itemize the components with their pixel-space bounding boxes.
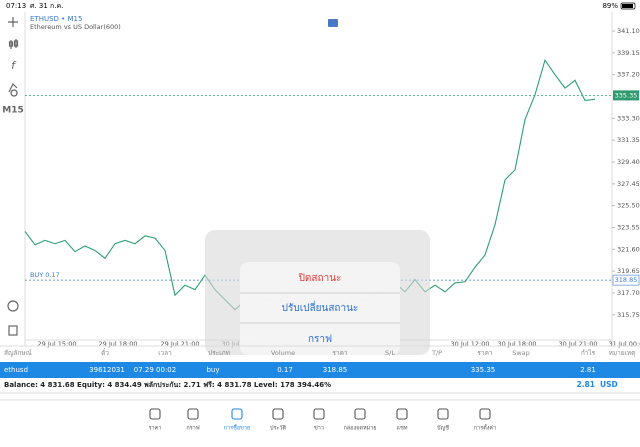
cell: 0.17 xyxy=(277,366,293,374)
column-header: เวลา xyxy=(158,349,172,357)
tab-label[interactable]: ราคา xyxy=(149,426,162,432)
position-label: BUY 0.17 xyxy=(30,271,60,279)
tab-label[interactable]: การตั้งค่า xyxy=(474,424,496,432)
tab-icon[interactable] xyxy=(272,408,284,420)
tab-icon[interactable] xyxy=(437,408,449,420)
tab-label[interactable]: การซื้อขาย xyxy=(224,424,250,432)
y-tick-label: 317.70 xyxy=(617,289,640,297)
price-label: 335.35 xyxy=(615,91,638,99)
column-header: S/L xyxy=(385,349,395,357)
cell: 318.85 xyxy=(323,366,348,374)
column-header: Volume xyxy=(271,349,295,357)
y-tick-label: 329.40 xyxy=(617,158,640,166)
menu-modify-position[interactable]: ปรับเปลี่ยนสถานะ xyxy=(282,300,359,314)
column-header: ราคา xyxy=(332,349,347,357)
status-bar xyxy=(0,0,640,12)
column-header: ประเภท xyxy=(208,349,230,357)
total-profit: 2.81 xyxy=(576,380,595,389)
price-label-box xyxy=(613,90,639,101)
chart-title: ETHUSD • M15 xyxy=(30,15,82,23)
x-tick-label: 30 Jul 21:00 xyxy=(559,340,598,348)
y-tick-label: 319.65 xyxy=(617,267,640,275)
y-tick-label: 325.50 xyxy=(617,202,640,210)
column-header: หมายเหตุ xyxy=(609,349,636,357)
x-tick-label: 29 Jul 15:00 xyxy=(38,340,77,348)
battery-icon xyxy=(620,2,636,10)
position-price-box xyxy=(612,274,640,286)
y-tick-label: 333.30 xyxy=(617,114,640,122)
y-tick-label: 341.10 xyxy=(617,27,640,35)
objects-icon[interactable] xyxy=(8,82,18,97)
x-tick-label: 30 Jul 12:00 xyxy=(451,340,490,348)
x-tick-label: 29 Jul 18:00 xyxy=(99,340,138,348)
y-tick-label: 315.75 xyxy=(617,311,640,319)
column-header: T/P xyxy=(431,349,442,357)
tab-label[interactable]: ข่าว xyxy=(314,426,324,432)
column-header: ตั๋ว xyxy=(101,348,109,357)
tab-label[interactable]: ประวัติ xyxy=(270,425,286,432)
zoom-icon[interactable] xyxy=(7,300,19,312)
menu-chart[interactable]: กราฟ xyxy=(308,334,332,345)
one-click-icon[interactable] xyxy=(328,19,338,27)
menu-close-position[interactable]: ปิดสถานะ xyxy=(298,273,341,284)
tab-icon[interactable] xyxy=(479,408,491,420)
cell: 2.81 xyxy=(580,366,596,374)
y-tick-label: 337.20 xyxy=(617,71,640,79)
status-time: 07:13 xyxy=(6,2,26,10)
tab-icon[interactable] xyxy=(149,408,161,420)
column-header: สัญลักษณ์ xyxy=(4,349,32,357)
position-price-label: 318.85 xyxy=(615,276,638,284)
battery-level xyxy=(622,4,633,8)
left-toolbar[interactable]: f M15 xyxy=(2,17,24,336)
tab-icon[interactable] xyxy=(187,408,199,420)
position-row[interactable] xyxy=(0,362,640,378)
currency: USD xyxy=(600,380,618,389)
tab-icon[interactable] xyxy=(313,408,325,420)
y-tick-label: 331.35 xyxy=(617,136,640,144)
x-tick-label: 29 Jul 21:00 xyxy=(161,340,200,348)
x-tick-label: 31 Jul 00:00 xyxy=(609,340,640,348)
tab-label[interactable]: กราฟ xyxy=(186,425,199,432)
x-tick-label: 30 Jul 18:00 xyxy=(498,340,537,348)
y-tick-label: 323.55 xyxy=(617,223,640,231)
add-icon[interactable] xyxy=(8,325,18,336)
column-header: ราคา xyxy=(477,349,492,357)
status-date: ศ. 31 ก.ค. xyxy=(30,2,63,10)
timeframe[interactable]: M15 xyxy=(2,106,23,116)
tab-icon[interactable] xyxy=(396,408,408,420)
chart-type-icon[interactable] xyxy=(8,39,19,49)
tab-label[interactable]: กล่องจดหมาย xyxy=(343,426,376,432)
cell: 07.29 00:02 xyxy=(134,366,176,374)
tab-label[interactable]: บัญชี xyxy=(437,425,449,432)
cell: 39612031 xyxy=(89,366,125,374)
y-tick-label: 327.45 xyxy=(617,180,640,188)
crosshair-icon[interactable] xyxy=(8,17,18,27)
tab-icon[interactable] xyxy=(231,408,243,420)
cell: buy xyxy=(206,366,219,374)
y-tick-label: 321.60 xyxy=(617,245,640,253)
tab-label[interactable]: แชท xyxy=(397,425,408,432)
indicator-icon[interactable]: f xyxy=(11,59,17,72)
account-summary: Balance: 4 831.68 Equity: 4 834.49 พลักป… xyxy=(4,381,331,389)
cell: ethusd xyxy=(4,366,28,374)
column-header: กำไร xyxy=(581,349,596,357)
tab-bar: ราคา กราฟ การซื้อขาย ประวัติ ข่าว กล่องจดหมาย… xyxy=(149,408,496,432)
cell: 335.35 xyxy=(471,366,496,374)
battery-text: 89% xyxy=(602,2,618,10)
popup-menu xyxy=(240,262,400,355)
tab-icon[interactable] xyxy=(354,408,366,420)
chart-subtitle: Ethereum vs US Dollar(600) xyxy=(30,23,121,31)
column-header: Swap xyxy=(512,349,530,357)
y-tick-label: 339.15 xyxy=(617,49,640,57)
